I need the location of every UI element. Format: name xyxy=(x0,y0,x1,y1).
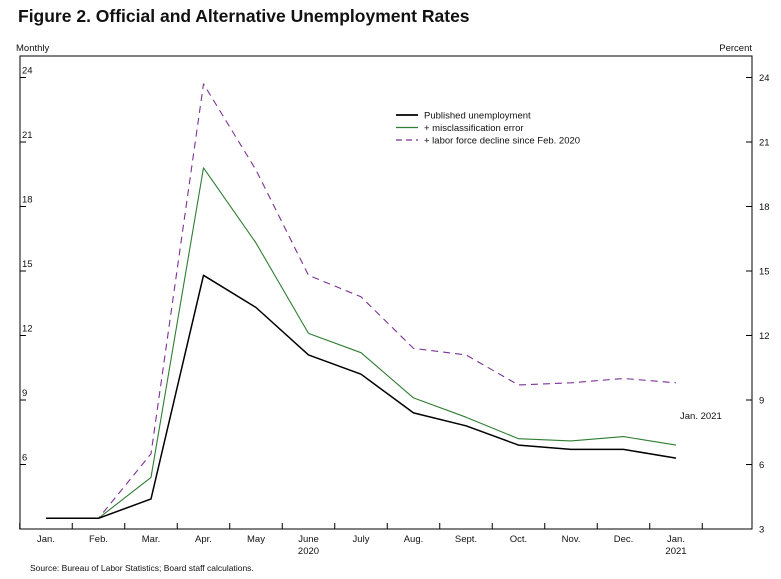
y-tick-label-left-18: 18 xyxy=(22,195,33,206)
y-tick-label-left-12: 12 xyxy=(22,324,33,335)
year-label-2020: 2020 xyxy=(298,546,319,557)
x-tick-label-9: Oct. xyxy=(510,534,527,545)
x-tick-label-5: June xyxy=(298,534,319,545)
y-tick-label-right-21: 21 xyxy=(759,138,770,149)
x-tick-label-2: Mar. xyxy=(142,534,160,545)
x-tick-label-3: Apr. xyxy=(195,534,212,545)
x-tick-label-7: Aug. xyxy=(404,534,424,545)
year-label-2021: 2021 xyxy=(665,546,686,557)
x-axis-ticks xyxy=(19,523,703,529)
x-tick-label-0: Jan. xyxy=(37,534,55,545)
left-axis-tick-labels: 6 9 12 15 18 21 24 xyxy=(22,66,33,464)
legend-label-2: + labor force decline since Feb. 2020 xyxy=(424,136,580,147)
x-tick-label-1: Feb. xyxy=(89,534,108,545)
plot-frame xyxy=(19,55,753,530)
jan-2021-annotation: Jan. 2021 xyxy=(680,411,722,422)
x-tick-label-11: Dec. xyxy=(614,534,634,545)
y-tick-label-right-3: 3 xyxy=(759,525,764,536)
legend-label-1: + misclassification error xyxy=(424,123,524,134)
y-tick-label-left-15: 15 xyxy=(22,259,33,270)
x-axis-year-labels: 2020 2021 xyxy=(298,546,687,557)
y-tick-label-left-21: 21 xyxy=(22,130,33,141)
x-tick-label-6: July xyxy=(353,534,370,545)
series-line-0 xyxy=(46,274,677,520)
x-axis-tick-labels: Jan. Feb. Mar. Apr. May June July Aug. Sept. Oct.… xyxy=(37,534,685,545)
y-tick-label-right-24: 24 xyxy=(759,73,770,84)
series-line-2 xyxy=(46,83,677,519)
unit-label: Percent xyxy=(719,43,752,54)
y-tick-label-right-6: 6 xyxy=(759,460,764,471)
frequency-label: Monthly xyxy=(16,43,50,54)
y-tick-label-left-24: 24 xyxy=(22,66,33,77)
x-tick-label-4: May xyxy=(247,534,265,545)
legend-label-0: Published unemployment xyxy=(424,111,531,122)
y-tick-label-right-9: 9 xyxy=(759,396,764,407)
legend: Published unemployment+ misclassificatio… xyxy=(396,111,580,147)
figure-title: Figure 2. Official and Alternative Unemp… xyxy=(18,6,470,26)
x-tick-label-8: Sept. xyxy=(455,534,477,545)
x-tick-label-10: Nov. xyxy=(562,534,581,545)
series-line-1 xyxy=(46,167,677,519)
left-axis-ticks xyxy=(20,77,26,465)
y-tick-label-right-18: 18 xyxy=(759,202,770,213)
y-tick-label-right-12: 12 xyxy=(759,331,770,342)
y-tick-label-right-15: 15 xyxy=(759,267,770,278)
right-axis-ticks xyxy=(746,77,752,465)
y-tick-label-left-6: 6 xyxy=(22,453,27,464)
x-tick-label-12: Jan. xyxy=(667,534,685,545)
series-lines xyxy=(46,83,677,520)
right-axis-tick-labels: 3 6 9 12 15 18 21 24 xyxy=(759,73,770,536)
y-tick-label-left-9: 9 xyxy=(22,388,27,399)
source-note: Source: Bureau of Labor Statistics; Boar… xyxy=(30,563,254,573)
